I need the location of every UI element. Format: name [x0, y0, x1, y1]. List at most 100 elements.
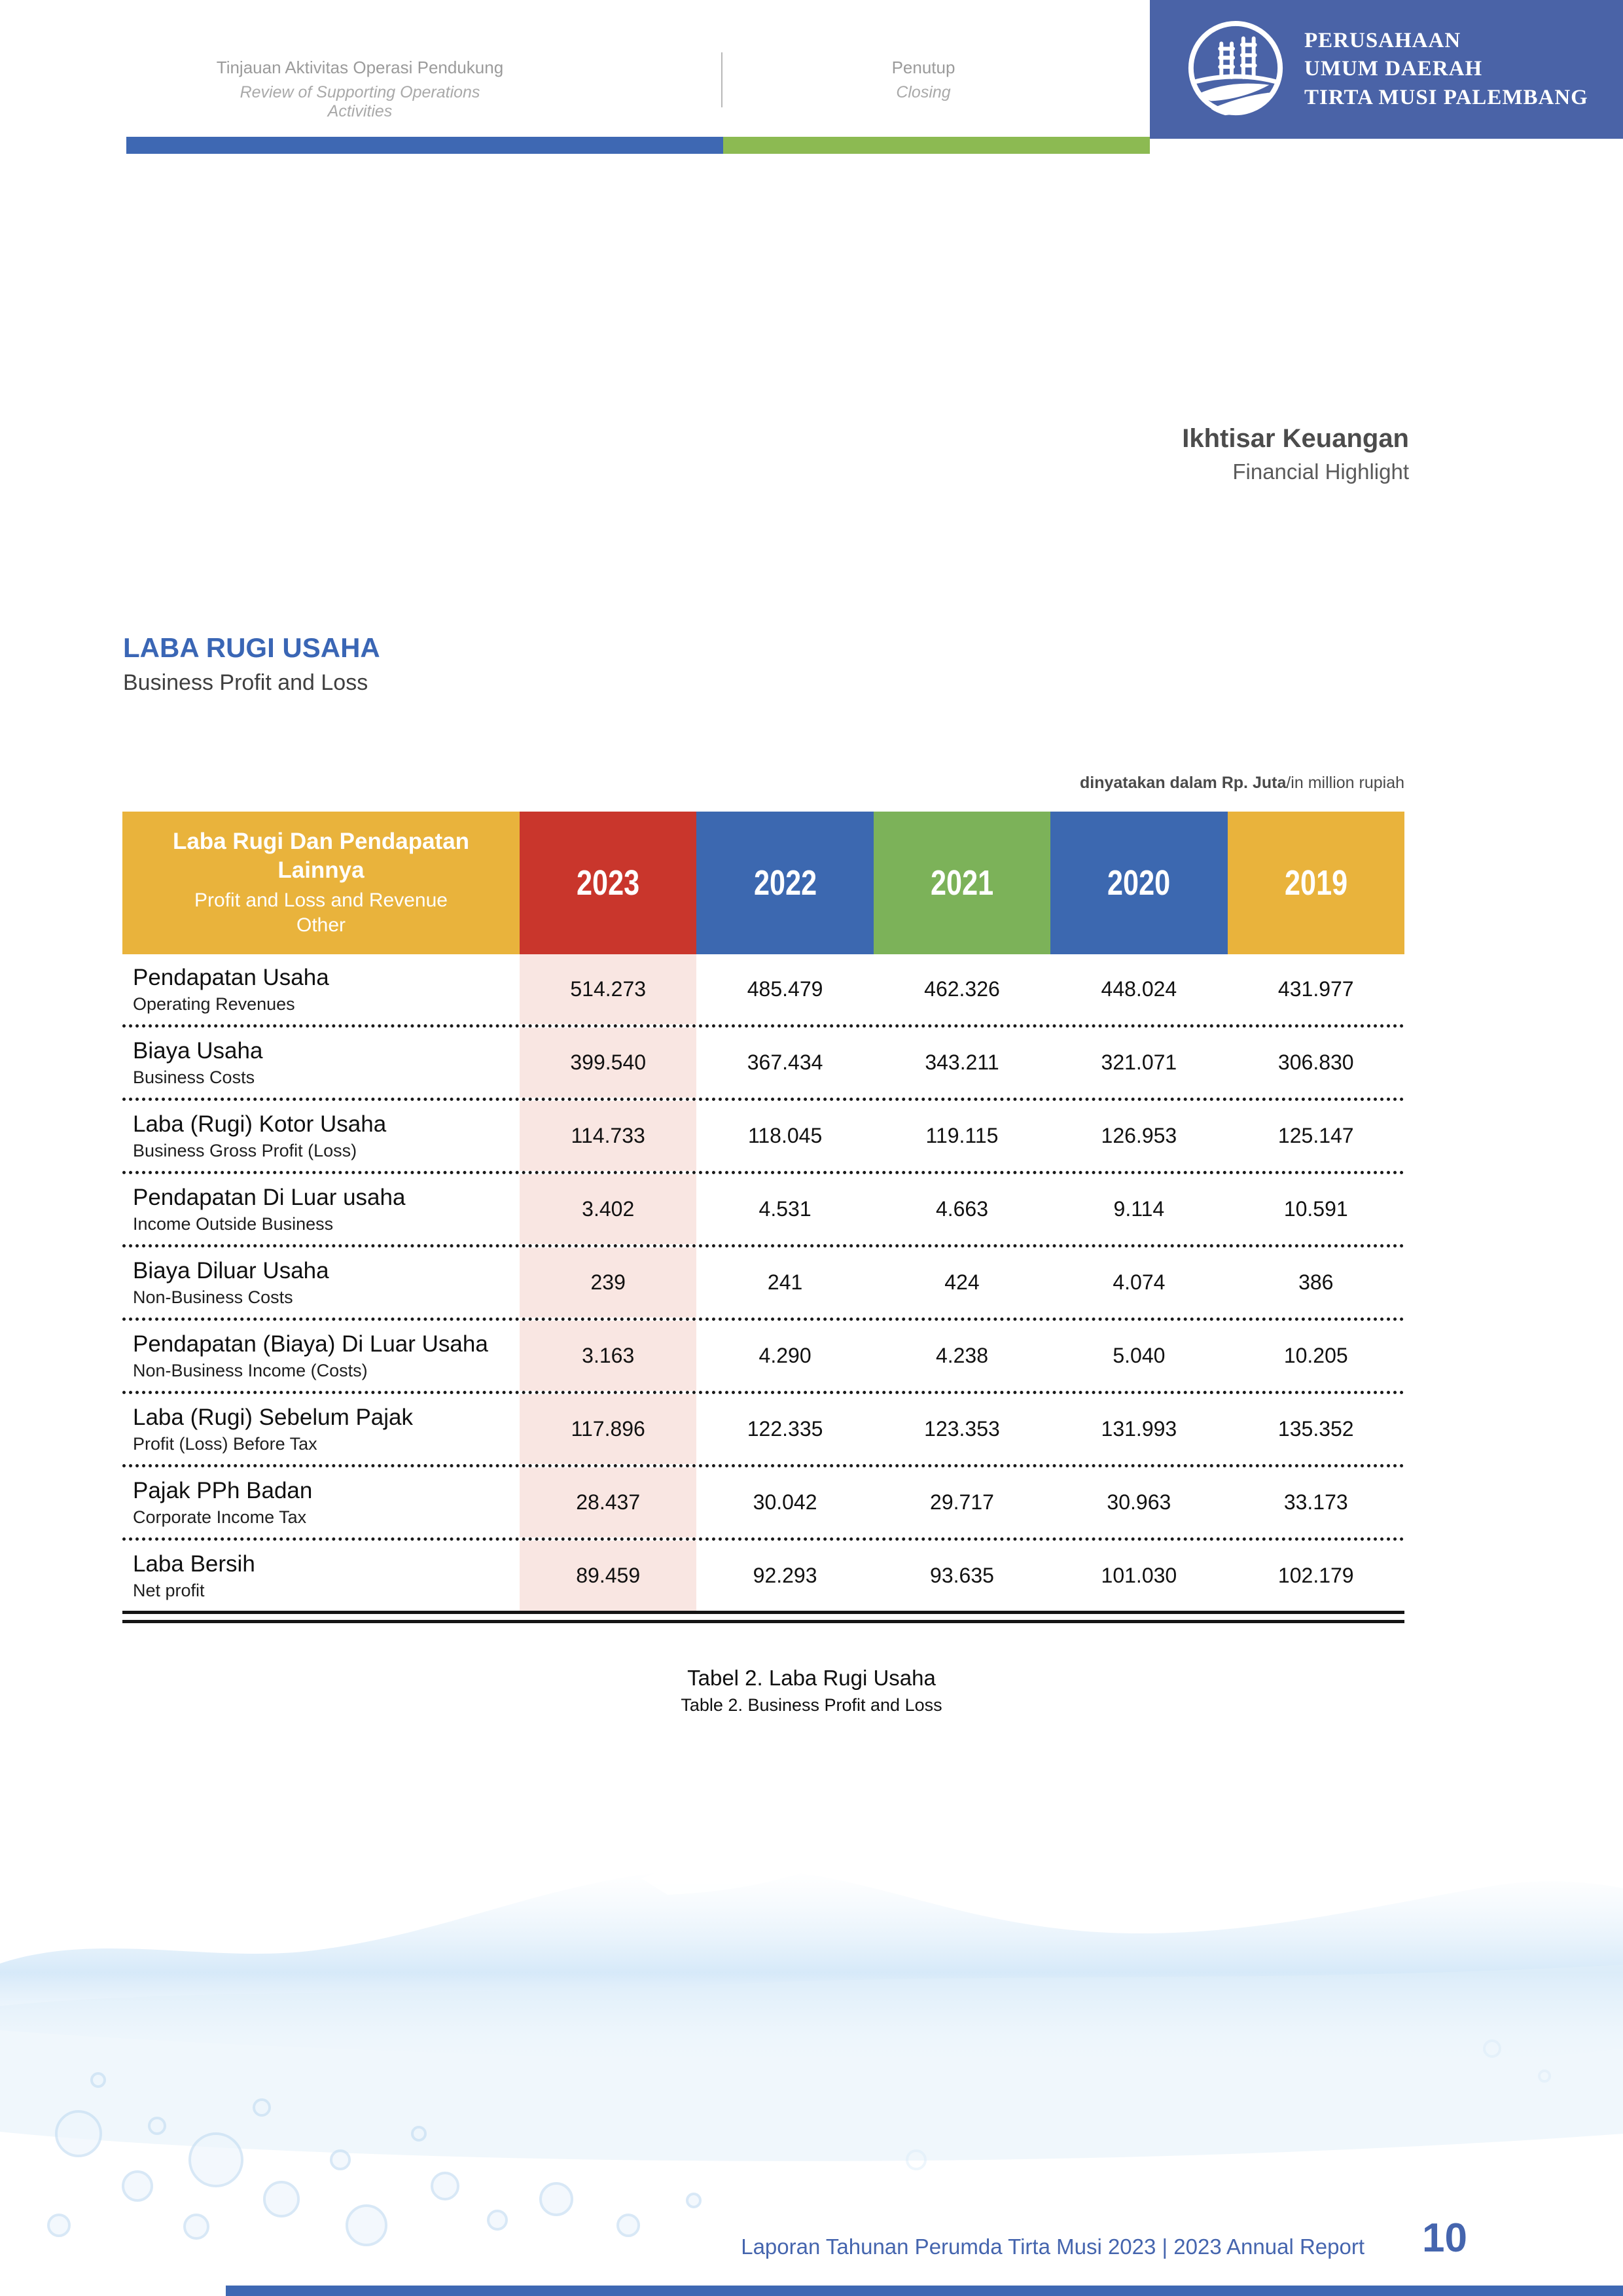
- page-heading: Ikhtisar Keuangan Financial Highlight: [1182, 424, 1409, 484]
- profit-loss-table: Laba Rugi Dan Pendapatan Lainnya Profit …: [122, 812, 1404, 1623]
- value-cell-2023: 3.402: [520, 1174, 697, 1244]
- value-cell-2020: 30.963: [1107, 1490, 1171, 1514]
- row-label-en: Corporate Income Tax: [133, 1507, 307, 1527]
- value-cell-2022: 92.293: [753, 1564, 817, 1587]
- value-cell-2019: 125.147: [1277, 1124, 1354, 1147]
- nav-divider: [721, 52, 722, 107]
- row-label-id: Pajak PPh Badan: [133, 1477, 313, 1503]
- value-cell-2023: 117.896: [520, 1394, 697, 1464]
- accent-bar-blue: [126, 137, 723, 154]
- row-label-cell: Laba (Rugi) Sebelum Pajak Profit (Loss) …: [122, 1394, 520, 1464]
- row-label-cell: Biaya Diluar Usaha Non-Business Costs: [122, 1247, 520, 1318]
- table-bottom-double-rule: [122, 1611, 1404, 1623]
- table-row: Pendapatan (Biaya) Di Luar Usaha Non-Bus…: [122, 1321, 1404, 1394]
- table-header-label-id: Laba Rugi Dan Pendapatan Lainnya: [172, 829, 470, 884]
- row-label-en: Net profit: [133, 1580, 205, 1600]
- table-row: Biaya Diluar Usaha Non-Business Costs 23…: [122, 1247, 1404, 1321]
- value-cell-2023: 399.540: [520, 1028, 697, 1098]
- value-cell-2021: 424: [944, 1270, 980, 1294]
- table-units-note: dinyatakan dalam Rp. Juta/in million rup…: [1080, 774, 1404, 793]
- value-cell-2021: 119.115: [925, 1124, 999, 1147]
- value-cell-2023: 28.437: [520, 1467, 697, 1537]
- section-subtitle: Business Profit and Loss: [123, 670, 368, 695]
- table-caption: Tabel 2. Laba Rugi Usaha Table 2. Busine…: [0, 1666, 1623, 1715]
- company-name-line1: PERUSAHAAN: [1304, 28, 1461, 52]
- company-name: PERUSAHAAN UMUM DAERAH TIRTA MUSI PALEMB…: [1304, 27, 1588, 113]
- row-label-id: Biaya Diluar Usaha: [133, 1257, 329, 1283]
- water-splash-image: [0, 1855, 1623, 2246]
- table-row: Biaya Usaha Business Costs 399.540 367.4…: [122, 1028, 1404, 1101]
- row-label-id: Laba (Rugi) Sebelum Pajak: [133, 1404, 414, 1430]
- year-header-2023: 2023: [520, 812, 697, 954]
- value-cell-2020: 321.071: [1101, 1050, 1177, 1074]
- row-label-cell: Pendapatan Usaha Operating Revenues: [122, 954, 520, 1024]
- value-cell-2020: 448.024: [1101, 977, 1177, 1001]
- row-label-en: Non-Business Income (Costs): [133, 1360, 368, 1380]
- value-cell-2022: 122.335: [747, 1417, 823, 1441]
- value-cell-2022: 4.531: [758, 1197, 812, 1221]
- value-cell-2020: 4.074: [1113, 1270, 1166, 1294]
- footer-accent-bar: [226, 2286, 1623, 2296]
- value-cell-2021: 4.663: [935, 1197, 989, 1221]
- breadcrumb-left: Tinjauan Aktivitas Operasi Pendukung Rev…: [209, 58, 510, 121]
- value-cell-2019: 10.205: [1283, 1344, 1348, 1367]
- company-name-line2: UMUM DAERAH: [1304, 57, 1483, 81]
- row-label-id: Pendapatan Di Luar usaha: [133, 1184, 406, 1210]
- table-row: Laba (Rugi) Sebelum Pajak Profit (Loss) …: [122, 1394, 1404, 1467]
- page-subtitle: Financial Highlight: [1232, 459, 1409, 484]
- breadcrumb-left-en: Review of Supporting Operations Activiti…: [240, 83, 480, 120]
- value-cell-2023: 239: [520, 1247, 697, 1318]
- table-caption-id: Tabel 2. Laba Rugi Usaha: [687, 1666, 936, 1690]
- row-label-en: Non-Business Costs: [133, 1287, 293, 1307]
- row-label-cell: Biaya Usaha Business Costs: [122, 1028, 520, 1098]
- row-label-id: Laba (Rugi) Kotor Usaha: [133, 1111, 387, 1137]
- table-row: Pendapatan Di Luar usaha Income Outside …: [122, 1174, 1404, 1247]
- year-header-2021: 2021: [873, 812, 1051, 954]
- row-label-en: Income Outside Business: [133, 1213, 334, 1234]
- value-cell-2019: 102.179: [1277, 1564, 1354, 1587]
- footer-report-title: Laporan Tahunan Perumda Tirta Musi 2023 …: [741, 2234, 1364, 2259]
- row-label-id: Pendapatan Usaha: [133, 964, 329, 990]
- row-label-id: Laba Bersih: [133, 1551, 255, 1577]
- table-body: Pendapatan Usaha Operating Revenues 514.…: [122, 954, 1404, 1611]
- value-cell-2020: 9.114: [1113, 1197, 1165, 1221]
- row-label-en: Operating Revenues: [133, 994, 295, 1014]
- value-cell-2023: 114.733: [520, 1101, 697, 1171]
- accent-bar-green: [723, 137, 1150, 154]
- row-label-en: Profit (Loss) Before Tax: [133, 1433, 317, 1454]
- value-cell-2021: 4.238: [935, 1344, 989, 1367]
- value-cell-2020: 5.040: [1113, 1344, 1166, 1367]
- value-cell-2019: 135.352: [1277, 1417, 1354, 1441]
- row-label-en: Business Costs: [133, 1067, 255, 1087]
- year-header-2020: 2020: [1050, 812, 1228, 954]
- value-cell-2023: 514.273: [520, 954, 697, 1024]
- page-number: 10: [1422, 2215, 1467, 2261]
- header-accent-bar: [126, 137, 1150, 154]
- row-label-cell: Pendapatan Di Luar usaha Income Outside …: [122, 1174, 520, 1244]
- table-units-note-bold: dinyatakan dalam Rp. Juta: [1079, 774, 1287, 792]
- value-cell-2022: 30.042: [753, 1490, 817, 1514]
- section-title: LABA RUGI USAHA: [123, 632, 380, 663]
- value-cell-2021: 343.211: [925, 1050, 999, 1074]
- section-heading: LABA RUGI USAHA Business Profit and Loss: [123, 632, 380, 696]
- value-cell-2019: 431.977: [1277, 977, 1354, 1001]
- breadcrumb-right: Penutup Closing: [825, 58, 1022, 102]
- value-cell-2022: 118.045: [747, 1124, 823, 1147]
- year-header-2019: 2019: [1227, 812, 1404, 954]
- row-label-id: Biaya Usaha: [133, 1037, 263, 1064]
- breadcrumb-right-en: Closing: [896, 83, 951, 101]
- table-row: Pendapatan Usaha Operating Revenues 514.…: [122, 954, 1404, 1028]
- table-row: Laba (Rugi) Kotor Usaha Business Gross P…: [122, 1101, 1404, 1174]
- value-cell-2021: 29.717: [930, 1490, 994, 1514]
- value-cell-2023: 3.163: [520, 1321, 697, 1391]
- value-cell-2019: 386: [1298, 1270, 1334, 1294]
- row-label-cell: Pajak PPh Badan Corporate Income Tax: [122, 1467, 520, 1537]
- row-label-id: Pendapatan (Biaya) Di Luar Usaha: [133, 1331, 488, 1357]
- company-name-line3: TIRTA MUSI PALEMBANG: [1304, 85, 1588, 109]
- company-logo: PERUSAHAAN UMUM DAERAH TIRTA MUSI PALEMB…: [1150, 0, 1623, 139]
- value-cell-2022: 485.479: [747, 977, 823, 1001]
- table-header-label-en: Profit and Loss and Revenue Other: [194, 889, 448, 937]
- value-cell-2021: 123.353: [924, 1417, 1000, 1441]
- page-title: Ikhtisar Keuangan: [1182, 424, 1409, 453]
- table-header-row: Laba Rugi Dan Pendapatan Lainnya Profit …: [122, 812, 1404, 954]
